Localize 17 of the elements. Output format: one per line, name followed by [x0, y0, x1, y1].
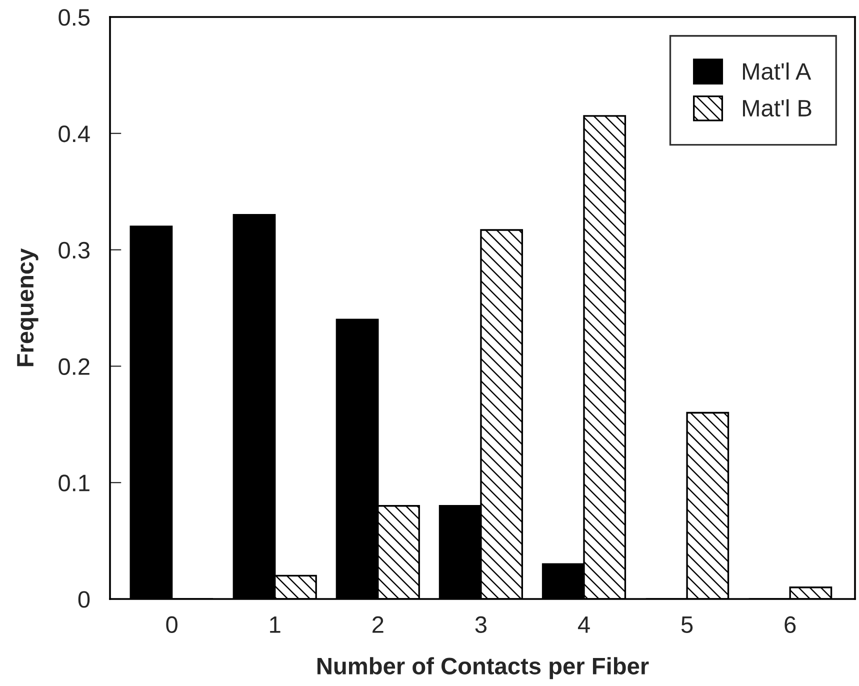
y-tick-label: 0.1 — [58, 474, 90, 492]
y-tick-label: 0.4 — [58, 125, 90, 142]
x-tick-label: 3 — [475, 616, 486, 634]
x-tick-label: 4 — [578, 616, 590, 633]
x-tick-label: 2 — [372, 616, 384, 633]
x-tick-label: 5 — [681, 616, 693, 634]
x-tick-label: 1 — [270, 616, 280, 633]
y-tick-label: 0 — [78, 591, 90, 608]
legend-label: Mat'l A — [743, 62, 812, 80]
legend-label: Mat'l B — [743, 99, 812, 117]
y-tick-label: 0.3 — [58, 242, 90, 259]
y-tick-label: 0.5 — [58, 9, 90, 26]
x-tick-label: 6 — [784, 616, 796, 634]
y-axis-title: Frequency — [17, 248, 38, 366]
x-axis-title: Number of Contacts per Fiber — [317, 657, 649, 680]
y-tick-label: 0.2 — [58, 358, 90, 375]
x-tick-label: 0 — [166, 616, 178, 634]
